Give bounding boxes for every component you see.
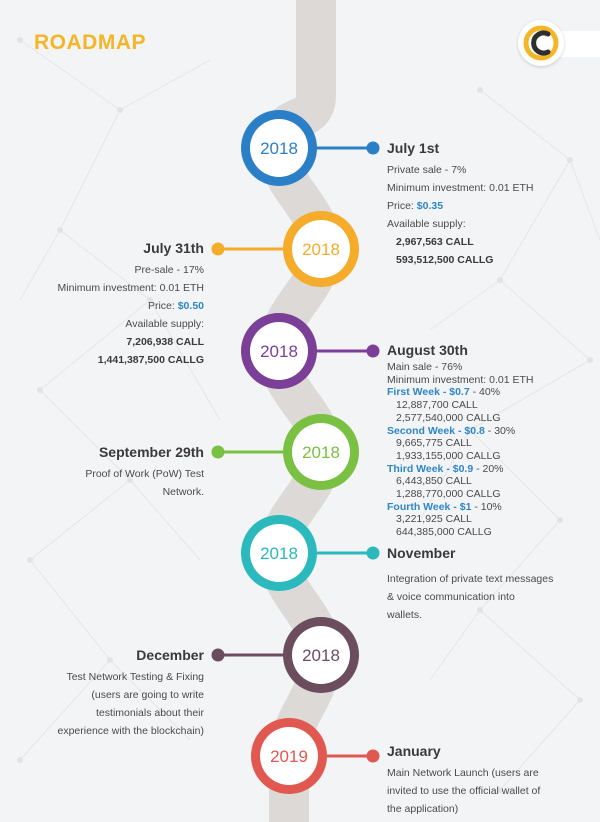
milestone-line: Integration of private text messages	[387, 573, 554, 585]
price-label: Price:	[387, 200, 414, 212]
milestone-august-30th: August 30th Main sale - 76% Minimum inve…	[387, 340, 533, 539]
milestone-date: December	[136, 647, 204, 663]
year-label: 2018	[302, 443, 340, 462]
week-call: 12,887,700 CALL	[396, 399, 478, 412]
milestone-line: experience with the blockchain)	[57, 725, 205, 737]
price-value: $0.50	[177, 300, 204, 312]
milestone-november: November Integration of private text mes…	[387, 543, 553, 624]
supply-call: 7,206,938 CALL	[126, 336, 204, 348]
year-label: 2018	[260, 342, 298, 361]
year-circle-inner	[292, 423, 350, 481]
milestone-line: the application)	[387, 803, 459, 815]
week-callg: 1,288,770,000 CALLG	[396, 488, 501, 501]
week-pct: - 10%	[471, 500, 502, 513]
week-label: First Week - $0.7	[387, 386, 470, 399]
connector-dot	[211, 242, 225, 256]
connector-dot	[366, 141, 380, 155]
milestone-line: Pre-sale - 17%	[134, 264, 204, 276]
week-call: 9,665,775 CALL	[396, 437, 472, 450]
milestone-line: Network.	[162, 486, 204, 498]
milestone-line: Main sale - 76%	[387, 361, 463, 373]
milestone-date: January	[387, 743, 441, 759]
connector-dot	[211, 648, 225, 662]
week-row: Third Week - $0.9 - 20%	[387, 463, 533, 476]
supply-call: 2,967,563 CALL	[396, 236, 474, 248]
week-call: 6,443,850 CALL	[396, 475, 472, 488]
year-circle-inner	[250, 322, 308, 380]
price-row: Price: $0.35	[387, 197, 533, 215]
supply-label: Available supply:	[125, 318, 204, 330]
milestone-july-1st: July 1st Private sale - 7% Minimum inves…	[387, 138, 533, 269]
week-pct: - 40%	[469, 386, 501, 399]
year-circle-inner	[250, 524, 308, 582]
year-circle-inner	[250, 119, 308, 177]
milestone-date: August 30th	[387, 342, 468, 358]
week-callg: 1,933,155,000 CALLG	[396, 449, 501, 462]
milestone-december: December Test Network Testing & Fixing (…	[20, 645, 205, 740]
connector-dot	[366, 546, 380, 560]
week-label: Fourth Week - $1	[387, 500, 472, 513]
milestone-line: Main Network Launch (users are	[387, 767, 539, 779]
week-pct: - 20%	[473, 462, 504, 475]
milestone-line: Private sale - 7%	[387, 164, 467, 176]
milestone-line: wallets.	[387, 609, 423, 621]
milestone-july-31th: July 31th Pre-sale - 17% Minimum investm…	[20, 238, 204, 369]
milestone-line: invited to use the official wallet of	[387, 785, 541, 797]
year-circle-inner	[292, 626, 350, 684]
price-row: Price: $0.50	[20, 297, 204, 315]
connector-dot	[211, 445, 225, 459]
year-circle-inner	[292, 220, 350, 278]
milestone-line: (users are going to write	[91, 689, 204, 701]
milestone-line: Test Network Testing & Fixing	[66, 671, 204, 683]
milestone-line: Minimum investment: 0.01 ETH	[57, 282, 204, 294]
milestone-line: Minimum investment: 0.01 ETH	[387, 182, 534, 194]
week-callg: 644,385,000 CALLG	[396, 526, 492, 539]
supply-callg: 1,441,387,500 CALLG	[97, 354, 204, 366]
milestone-date: July 1st	[387, 140, 440, 156]
year-label: 2018	[302, 240, 340, 259]
page-title: ROADMAP	[34, 31, 146, 54]
price-label: Price:	[147, 300, 175, 312]
week-callg: 2,577,540,000 CALLG	[396, 411, 501, 424]
year-label: 2018	[260, 544, 298, 563]
milestone-line: Minimum investment: 0.01 ETH	[387, 373, 534, 386]
week-row: First Week - $0.7 - 40%	[387, 386, 533, 399]
milestone-date: September 29th	[98, 444, 204, 460]
week-label: Second Week - $0.8	[387, 424, 485, 437]
milestone-date: November	[387, 545, 456, 561]
supply-callg: 593,512,500 CALLG	[396, 254, 494, 266]
milestone-january: January Main Network Launch (users are i…	[387, 741, 573, 818]
milestone-date: July 31th	[143, 240, 204, 256]
supply-label: Available supply:	[387, 218, 466, 230]
price-value: $0.35	[416, 200, 444, 212]
week-pct: - 30%	[484, 424, 516, 437]
connector-dot	[366, 344, 380, 358]
milestone-september-29th: September 29th Proof of Work (PoW) Test …	[20, 442, 204, 501]
week-row: Fourth Week - $1 - 10%	[387, 501, 533, 514]
week-label: Third Week - $0.9	[387, 462, 474, 475]
week-row: Second Week - $0.8 - 30%	[387, 425, 533, 438]
milestone-line: Proof of Work (PoW) Test	[85, 468, 204, 480]
week-call: 3,221,925 CALL	[396, 513, 472, 526]
brand-logo	[518, 20, 564, 66]
connector-dot	[366, 749, 380, 763]
year-circle-inner	[260, 727, 318, 785]
year-label: 2018	[302, 646, 340, 665]
milestone-line: & voice communication into	[387, 591, 515, 603]
milestone-line: testimonials about their	[96, 707, 204, 719]
year-label: 2018	[260, 139, 298, 158]
year-label: 2019	[270, 747, 308, 766]
